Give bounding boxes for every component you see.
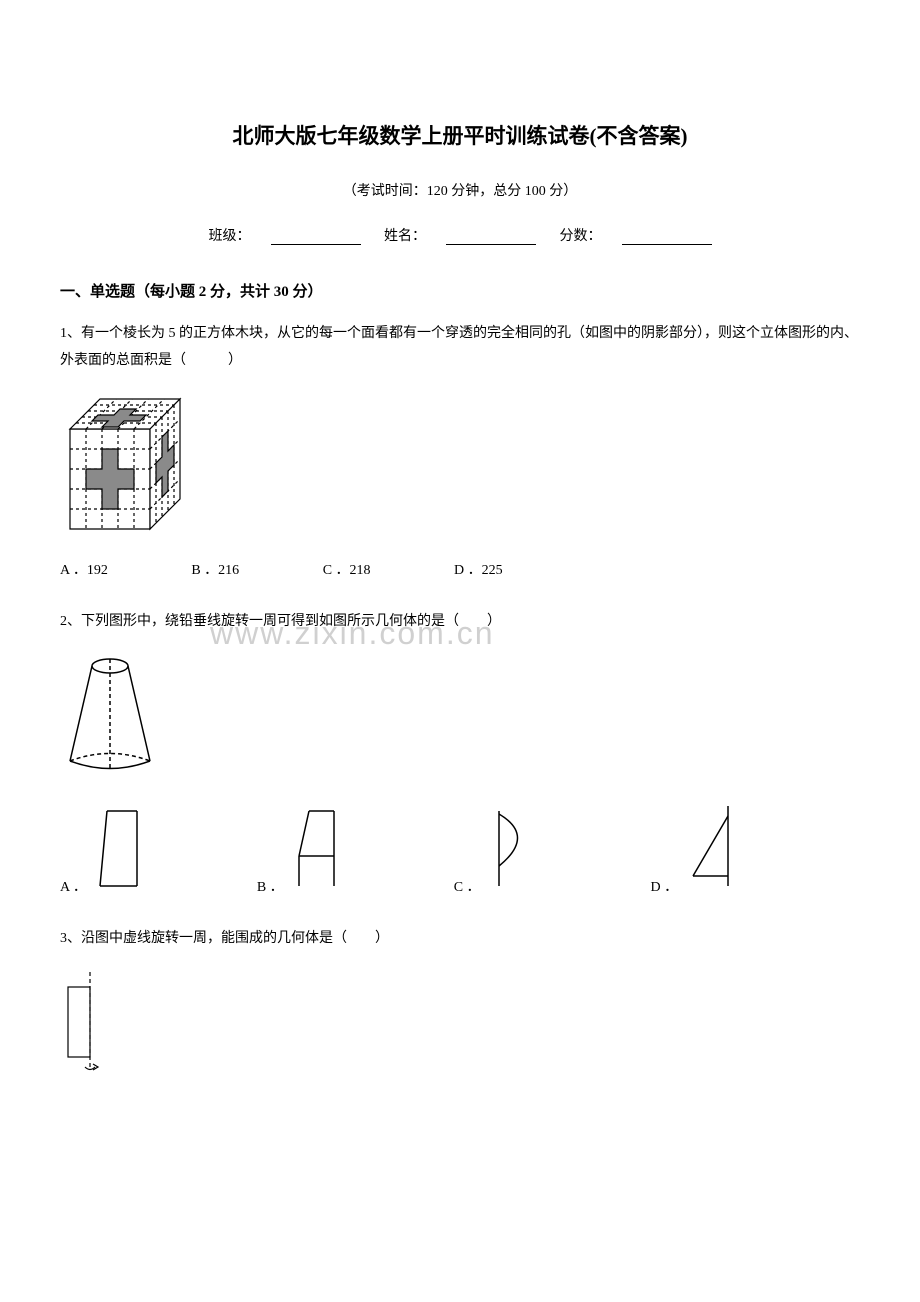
question-2-text: 2、下列图形中，绕铅垂线旋转一周可得到如图所示几何体的是（ ） xyxy=(60,609,860,636)
q1-opt-c: C ．218 xyxy=(323,559,371,579)
q2-opt-a-figure xyxy=(97,806,147,896)
q2-opt-a-label: A ． xyxy=(60,876,87,896)
q2-opt-b-figure xyxy=(294,806,344,896)
class-label: 班级： xyxy=(209,229,251,244)
q1-opt-a: A ．192 xyxy=(60,559,108,579)
student-info-line: 班级： 姓名： 分数： xyxy=(60,225,860,245)
question-3-figure xyxy=(60,967,860,1082)
question-1-figure xyxy=(60,389,860,544)
q1-opt-d: D ．225 xyxy=(454,559,503,579)
name-label: 姓名： xyxy=(384,229,426,244)
exam-subtitle: （考试时间：120 分钟，总分 100 分） xyxy=(60,180,860,200)
question-1-text: 1、有一个棱长为 5 的正方体木块，从它的每一个面看都有一个穿透的完全相同的孔（… xyxy=(60,321,860,374)
score-blank xyxy=(622,231,712,245)
question-1-options: A ．192 B ．216 C ．218 D ．225 xyxy=(60,559,860,579)
question-2-options: A ． B ． xyxy=(60,806,860,896)
class-blank xyxy=(271,231,361,245)
score-label: 分数： xyxy=(560,229,602,244)
q2-opt-d-label: D ． xyxy=(651,876,679,896)
question-2-figure xyxy=(60,651,860,786)
section-title: 一、单选题（每小题 2 分，共计 30 分） xyxy=(60,280,860,301)
name-blank xyxy=(446,231,536,245)
q1-opt-b: B ．216 xyxy=(191,559,239,579)
q2-opt-c-label: C ． xyxy=(454,876,481,896)
page-title: 北师大版七年级数学上册平时训练试卷(不含答案) xyxy=(60,120,860,150)
q2-opt-b-label: B ． xyxy=(257,876,284,896)
question-3-text: 3、沿图中虚线旋转一周，能围成的几何体是（ ） xyxy=(60,926,860,953)
q2-opt-d-figure xyxy=(688,806,738,896)
q2-opt-c-figure xyxy=(491,806,541,896)
